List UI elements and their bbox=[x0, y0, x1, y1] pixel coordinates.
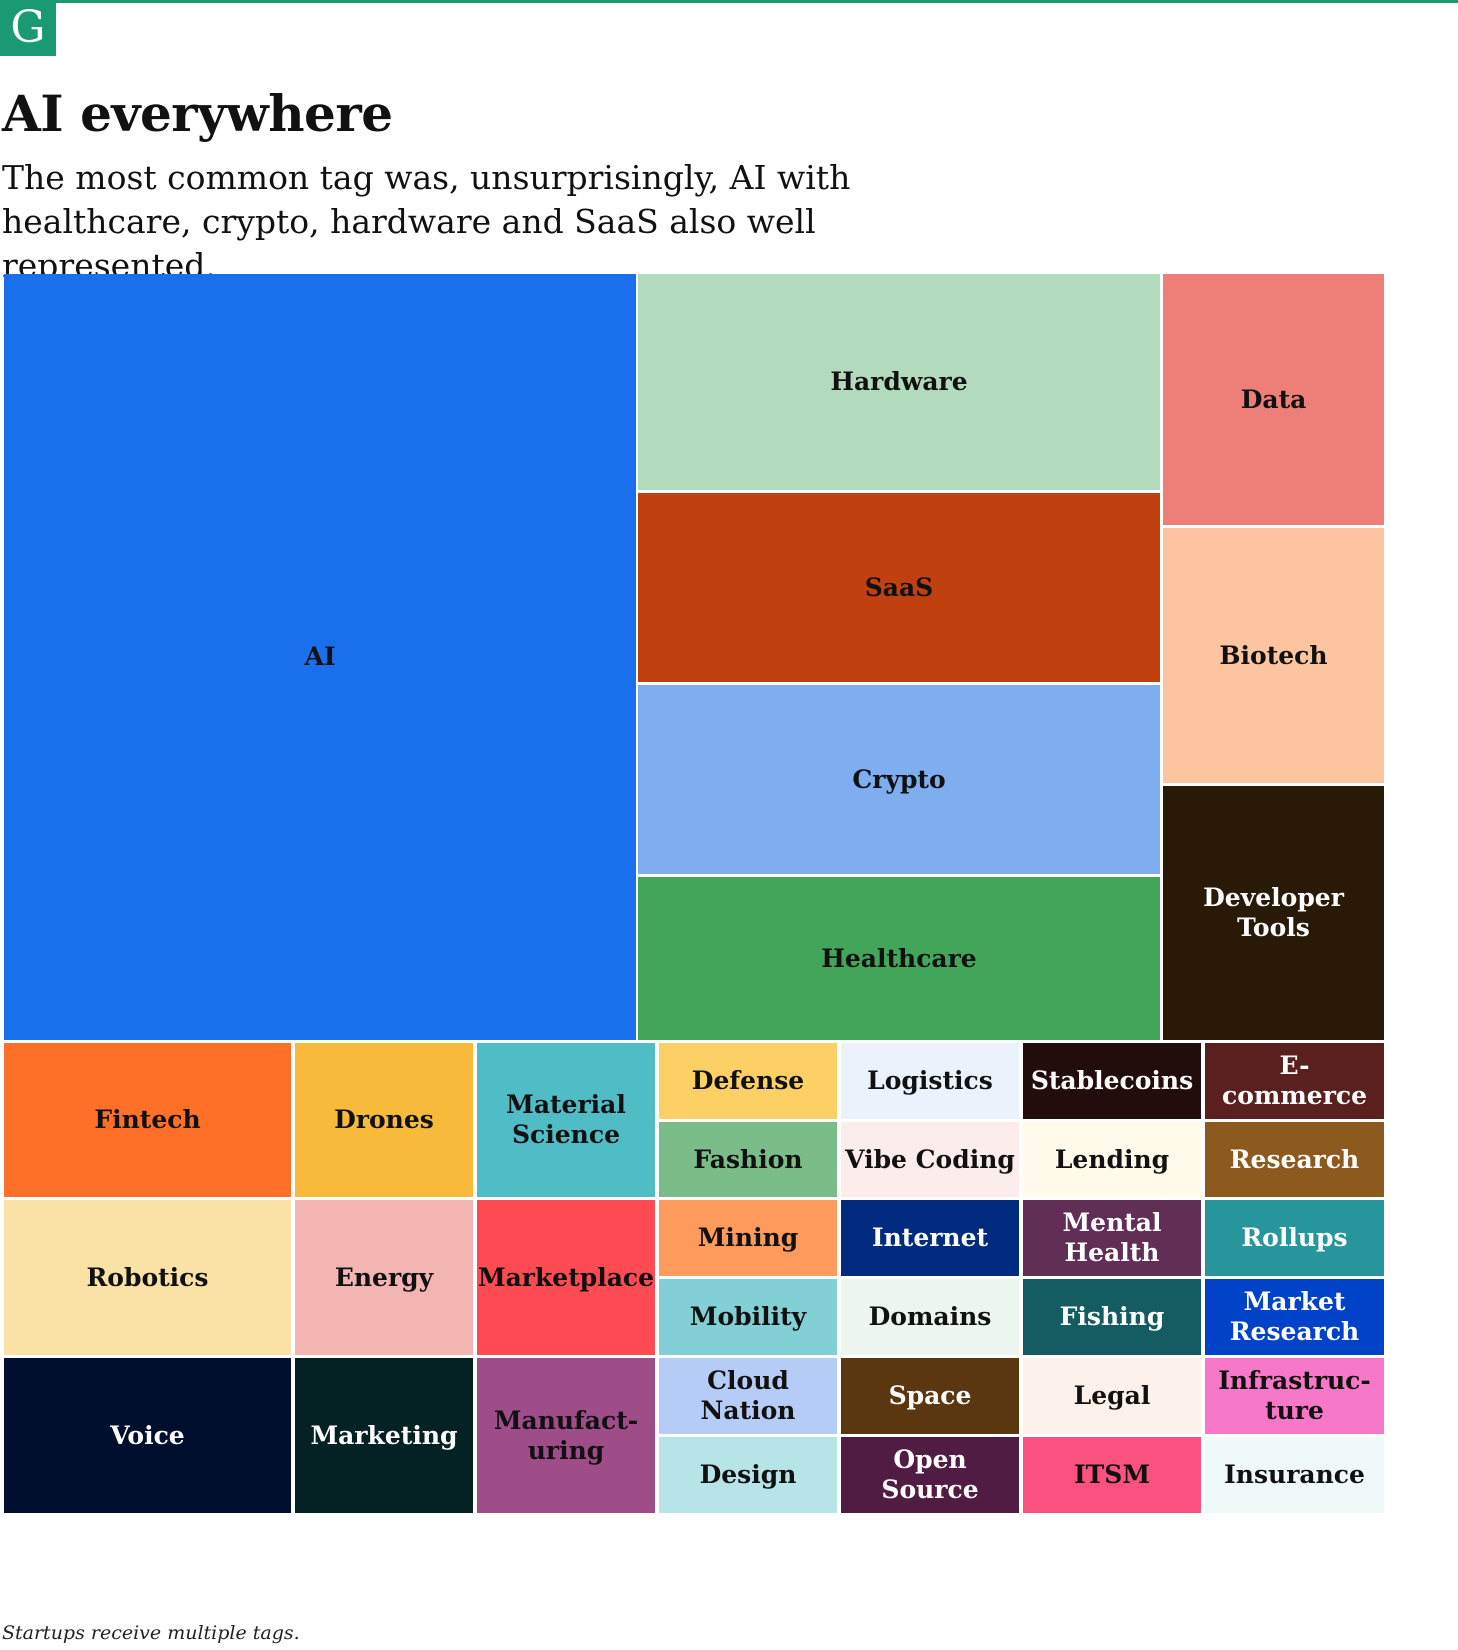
treemap-tile-rollups: Rollups bbox=[1205, 1200, 1384, 1276]
treemap-tile-biotech: Biotech bbox=[1163, 528, 1384, 783]
treemap-tile-fishing: Fishing bbox=[1023, 1279, 1201, 1355]
treemap-tile-label: Fintech bbox=[94, 1105, 201, 1134]
treemap-tile-label: E-commerce bbox=[1221, 1051, 1367, 1110]
treemap-tile-logistics: Logistics bbox=[841, 1043, 1019, 1119]
treemap-tile-material-science: Material Science bbox=[477, 1043, 655, 1197]
treemap-tile-label: Market Research bbox=[1229, 1287, 1360, 1346]
treemap-tile-stablecoins: Stablecoins bbox=[1023, 1043, 1201, 1119]
treemap-tile-label: Crypto bbox=[852, 764, 946, 794]
treemap-tile-saas: SaaS bbox=[638, 493, 1160, 682]
treemap-tile-label: Research bbox=[1229, 1144, 1360, 1174]
treemap-tile-insurance: Insurance bbox=[1205, 1437, 1384, 1513]
treemap-tile-label: Open Source bbox=[881, 1445, 979, 1504]
treemap-tile-lending: Lending bbox=[1023, 1122, 1201, 1197]
chart-subtitle: The most common tag was, unsurprisingly,… bbox=[2, 158, 851, 285]
treemap-tile-market-research: Market Research bbox=[1205, 1279, 1384, 1355]
treemap-tile-energy: Energy bbox=[295, 1200, 473, 1355]
treemap-tile-cloud-nation: Cloud Nation bbox=[659, 1358, 837, 1434]
treemap-tile-manufact-uring: Manufact- uring bbox=[477, 1358, 655, 1513]
treemap-tile-infrastruc-ture: Infrastruc- ture bbox=[1205, 1358, 1384, 1434]
treemap-tile-label: Domains bbox=[868, 1302, 992, 1331]
treemap-tile-label: Energy bbox=[334, 1262, 434, 1292]
treemap-tile-label: Healthcare bbox=[821, 943, 977, 973]
treemap-tile-ai: AI bbox=[4, 274, 636, 1040]
treemap-tile-label: Marketplace bbox=[477, 1262, 655, 1292]
treemap-tile-label: Fishing bbox=[1059, 1302, 1165, 1331]
treemap-tile-label: AI bbox=[304, 642, 336, 671]
treemap-tile-label: Mining bbox=[697, 1223, 799, 1252]
treemap-tile-label: Rollups bbox=[1241, 1223, 1348, 1252]
treemap-tile-hardware: Hardware bbox=[638, 274, 1160, 490]
treemap-tile-label: Space bbox=[888, 1381, 972, 1410]
treemap-tile-open-source: Open Source bbox=[841, 1437, 1019, 1513]
treemap-tile-legal: Legal bbox=[1023, 1358, 1201, 1434]
treemap-tile-robotics: Robotics bbox=[4, 1200, 291, 1355]
publication-logo: G bbox=[0, 0, 56, 56]
treemap-tile-label: Robotics bbox=[86, 1262, 209, 1292]
treemap-tile-label: Developer Tools bbox=[1203, 883, 1344, 942]
treemap-tile-crypto: Crypto bbox=[638, 685, 1160, 874]
treemap-tile-label: Marketing bbox=[310, 1420, 458, 1450]
chart-footnote: Startups receive multiple tags. bbox=[2, 1622, 300, 1644]
treemap-tile-label: ITSM bbox=[1073, 1460, 1151, 1489]
treemap-tile-label: Legal bbox=[1073, 1381, 1151, 1410]
treemap-tile-label: Logistics bbox=[867, 1066, 993, 1095]
treemap-tile-e-commerce: E-commerce bbox=[1205, 1043, 1384, 1119]
treemap-tile-label: Drones bbox=[334, 1105, 434, 1134]
treemap-tile-label: Internet bbox=[871, 1223, 989, 1252]
treemap-tile-label: Insurance bbox=[1224, 1460, 1365, 1489]
treemap-tile-label: Stablecoins bbox=[1030, 1066, 1194, 1095]
treemap-tile-label: Manufact- uring bbox=[493, 1405, 639, 1465]
treemap-tile-label: Data bbox=[1240, 384, 1307, 414]
treemap-tile-label: Mental Health bbox=[1062, 1208, 1162, 1267]
treemap-tile-defense: Defense bbox=[659, 1043, 837, 1119]
treemap-tile-mental-health: Mental Health bbox=[1023, 1200, 1201, 1276]
treemap-tile-drones: Drones bbox=[295, 1043, 473, 1197]
treemap-tile-label: Fashion bbox=[693, 1144, 803, 1174]
treemap-tile-itsm: ITSM bbox=[1023, 1437, 1201, 1513]
treemap-tile-space: Space bbox=[841, 1358, 1019, 1434]
treemap-tile-healthcare: Healthcare bbox=[638, 877, 1160, 1040]
treemap-tile-data: Data bbox=[1163, 274, 1384, 525]
treemap-tile-voice: Voice bbox=[4, 1358, 291, 1513]
treemap-tile-label: Mobility bbox=[689, 1302, 807, 1331]
treemap-tile-domains: Domains bbox=[841, 1279, 1019, 1355]
treemap-tile-label: Material Science bbox=[506, 1090, 626, 1149]
treemap-tile-internet: Internet bbox=[841, 1200, 1019, 1276]
treemap-tile-label: Infrastruc- ture bbox=[1218, 1366, 1371, 1425]
treemap-tile-label: Lending bbox=[1054, 1144, 1170, 1174]
treemap-tile-mobility: Mobility bbox=[659, 1279, 837, 1355]
treemap-tile-vibe-coding: Vibe Coding bbox=[841, 1122, 1019, 1197]
chart-title: AI everywhere bbox=[2, 84, 393, 143]
treemap-tile-label: Cloud Nation bbox=[700, 1366, 796, 1425]
treemap-tile-developer-tools: Developer Tools bbox=[1163, 786, 1384, 1040]
treemap-tile-label: SaaS bbox=[864, 572, 934, 602]
treemap-tile-label: Biotech bbox=[1219, 640, 1328, 670]
treemap-tile-label: Defense bbox=[691, 1066, 805, 1095]
treemap-tile-design: Design bbox=[659, 1437, 837, 1513]
treemap-tile-label: Design bbox=[699, 1460, 797, 1489]
treemap-tile-marketplace: Marketplace bbox=[477, 1200, 655, 1355]
brand-top-rule bbox=[0, 0, 1458, 3]
treemap-tile-label: Hardware bbox=[830, 367, 968, 396]
treemap-tile-fintech: Fintech bbox=[4, 1043, 291, 1197]
treemap-tile-mining: Mining bbox=[659, 1200, 837, 1276]
treemap-tile-label: Vibe Coding bbox=[845, 1144, 1015, 1174]
treemap-tile-fashion: Fashion bbox=[659, 1122, 837, 1197]
treemap-tile-label: Voice bbox=[110, 1420, 185, 1450]
treemap-tile-research: Research bbox=[1205, 1122, 1384, 1197]
treemap-tile-marketing: Marketing bbox=[295, 1358, 473, 1513]
